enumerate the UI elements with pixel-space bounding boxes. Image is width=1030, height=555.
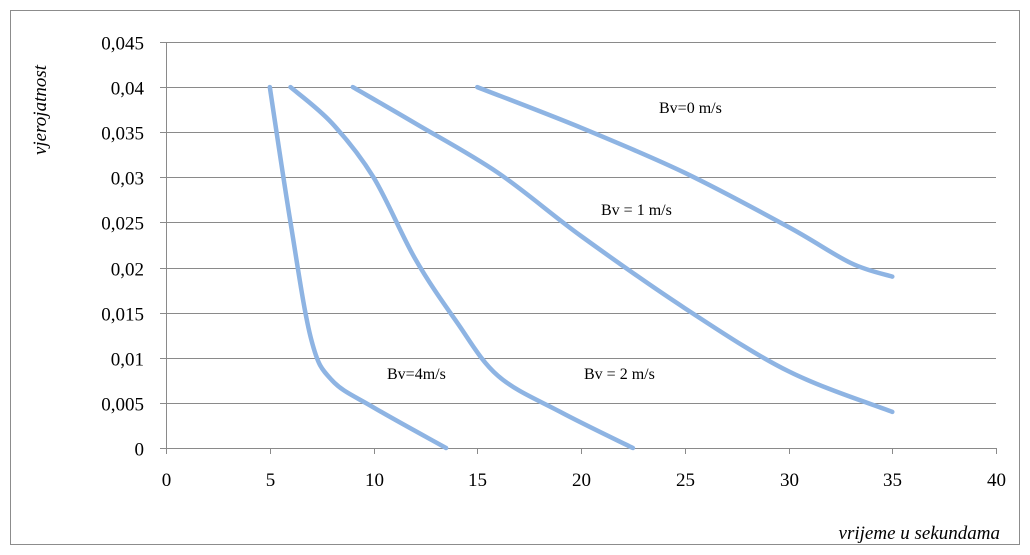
y-tick-label: 0	[135, 440, 145, 461]
y-tick-label: 0,015	[101, 305, 144, 326]
series-line-bv-2-m-s	[288, 84, 636, 451]
x-axis-title: vrijeme u sekundama	[839, 523, 1000, 544]
y-axis-title: vjerojatnost	[30, 64, 51, 155]
series-label-bv-2-m-s: Bv = 2 m/s	[584, 366, 655, 383]
chart-frame	[10, 10, 1020, 545]
series-line-bv-4m-s	[267, 84, 449, 451]
series-label-bv-1-m-s: Bv = 1 m/s	[601, 202, 672, 219]
series-lines	[267, 84, 895, 451]
y-tick-label: 0,045	[101, 34, 144, 55]
x-tick-label: 30	[780, 470, 799, 491]
series-label-bv-4m-s: Bv=4m/s	[387, 366, 446, 383]
series-line-bv-1-m-s	[350, 84, 895, 415]
y-tick-label: 0,04	[111, 79, 145, 100]
y-tick-label: 0,02	[111, 260, 144, 281]
series-label-bv-0-m-s: Bv=0 m/s	[659, 100, 722, 117]
y-tick-label: 0,03	[111, 169, 144, 190]
x-tick-label: 15	[468, 470, 487, 491]
axes: 0 0,005 0,01 0,015 0,02 0,025 0,03 0,035 0,04 0,0…	[101, 34, 1006, 492]
series-labels: Bv=4m/s Bv = 2 m/s Bv = 1 m/s Bv=0 m/s	[387, 100, 722, 383]
x-tick-label: 5	[266, 470, 276, 491]
x-tick-label: 25	[676, 470, 695, 491]
y-tick-label: 0,025	[101, 214, 144, 235]
x-tick-label: 35	[883, 470, 902, 491]
x-tick-label: 40	[987, 470, 1006, 491]
x-tick-label: 20	[572, 470, 591, 491]
y-tick-label: 0,01	[111, 350, 144, 371]
series-line-bv-0-m-s	[475, 84, 895, 279]
y-tick-label: 0,035	[101, 124, 144, 145]
x-tick-label: 10	[365, 470, 384, 491]
x-tick-label: 0	[162, 470, 172, 491]
y-tick-label: 0,005	[101, 395, 144, 416]
